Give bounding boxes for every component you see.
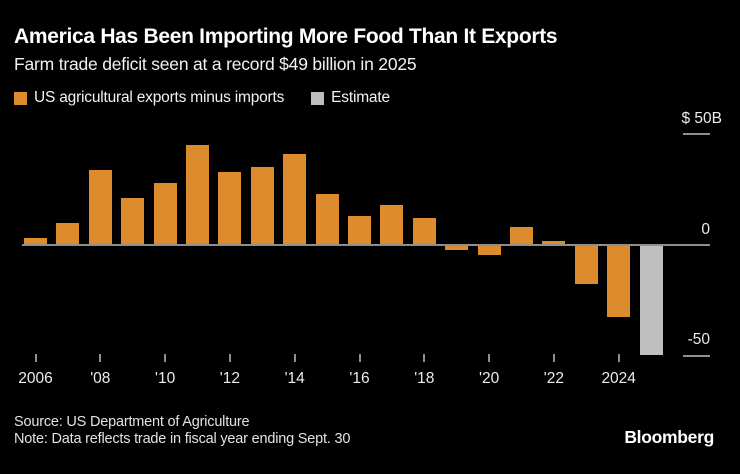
- y-axis-label-zero: 0: [701, 221, 710, 238]
- chart-title: America Has Been Importing More Food Tha…: [14, 25, 558, 48]
- x-axis-tick-16-icon: [358, 354, 361, 362]
- chart-subtitle: Farm trade deficit seen at a record $49 …: [14, 54, 417, 74]
- series-legend-label: US agricultural exports minus imports: [34, 89, 285, 106]
- y-axis-tick-neg50-icon: [683, 355, 710, 357]
- x-axis-tick-22-icon: [552, 354, 555, 362]
- x-axis-tick-12-icon: [228, 354, 231, 362]
- bar-2012: [218, 171, 242, 245]
- bar-2023: [574, 246, 598, 284]
- bar-2006: [24, 238, 47, 245]
- x-axis-label-08: '08: [90, 370, 111, 387]
- bar-2009: [121, 198, 145, 245]
- bar-2019: [445, 246, 469, 251]
- x-axis-tick-2024-icon: [617, 354, 620, 362]
- series-swatch-icon: [14, 91, 27, 105]
- x-axis-label-10: '10: [154, 370, 176, 387]
- y-axis-tick-50-icon: [683, 133, 710, 135]
- x-axis-label-2024: 2024: [601, 370, 636, 387]
- note-text: Note: Data reflects trade in fiscal year…: [14, 431, 351, 447]
- x-axis-label-16: '16: [349, 370, 370, 387]
- bar-2020: [477, 246, 501, 255]
- bar-2022: [542, 240, 566, 245]
- bar-2017: [380, 205, 404, 245]
- x-axis-label-20: '20: [478, 370, 500, 387]
- y-axis-label-50b: $ 50B: [681, 110, 722, 127]
- x-axis-tick-2006-icon: [34, 354, 37, 362]
- bar-2021: [510, 227, 533, 245]
- x-axis-label-12: '12: [219, 370, 240, 387]
- x-axis-label-2006: 2006: [18, 370, 53, 387]
- bloomberg-logo: Bloomberg: [624, 427, 714, 447]
- bar-2007: [56, 222, 80, 245]
- bar-2025-estimate: [639, 246, 663, 355]
- bar-2014: [283, 153, 307, 245]
- bar-2018: [412, 218, 436, 245]
- x-axis-label-18: '18: [414, 370, 435, 387]
- x-axis-label-14: '14: [284, 370, 305, 387]
- source-text: Source: US Department of Agriculture: [14, 414, 250, 430]
- y-axis-label-neg50: -50: [687, 331, 710, 348]
- bar-2024: [607, 246, 631, 318]
- bar-2011: [186, 145, 209, 245]
- x-axis-tick-14-icon: [293, 354, 296, 362]
- x-axis-tick-20-icon: [488, 354, 491, 362]
- x-axis-tick-10-icon: [164, 354, 167, 362]
- x-axis-tick-08-icon: [99, 354, 102, 362]
- bar-2008: [88, 169, 112, 245]
- zero-baseline: [22, 244, 710, 246]
- bar-2016: [348, 216, 371, 245]
- estimate-swatch-icon: [311, 91, 325, 105]
- legend: US agricultural exports minus imports Es…: [14, 89, 390, 107]
- x-axis-label-22: '22: [543, 370, 564, 387]
- bar-2010: [153, 182, 177, 245]
- estimate-legend-label: Estimate: [331, 89, 390, 106]
- bar-2013: [250, 167, 274, 245]
- bar-2015: [315, 193, 339, 245]
- x-axis-tick-18-icon: [423, 354, 426, 362]
